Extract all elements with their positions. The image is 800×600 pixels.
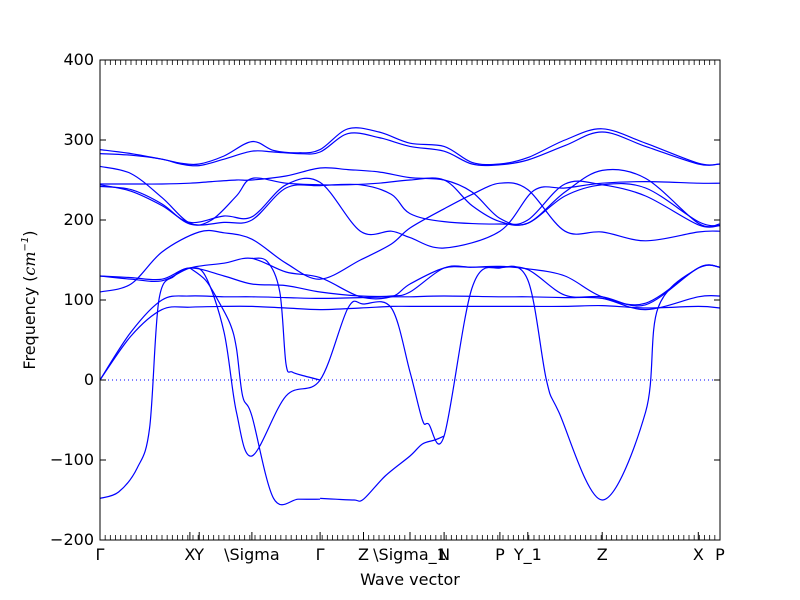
y-tick-label: 0 bbox=[84, 370, 94, 389]
y-tick-label: 200 bbox=[63, 210, 94, 229]
y-tick-label: 300 bbox=[63, 130, 94, 149]
x-tick-label: X bbox=[693, 545, 704, 564]
x-tick-label: P bbox=[715, 545, 725, 564]
x-axis-label: Wave vector bbox=[360, 570, 460, 589]
band-line-12 bbox=[100, 264, 720, 501]
x-tick-label: \Sigma bbox=[224, 545, 280, 564]
y-axis-label: Frequency (cm−1) bbox=[20, 230, 39, 369]
band-line-6 bbox=[100, 177, 720, 249]
y-tick-label: −200 bbox=[50, 530, 94, 549]
y-tick-label: −100 bbox=[50, 450, 94, 469]
y-axis-label-close: ) bbox=[20, 230, 39, 236]
x-tick-label: Y bbox=[193, 545, 204, 564]
plot-area bbox=[100, 127, 720, 506]
x-tick-label: Y_1 bbox=[513, 545, 542, 565]
y-axis-label-unit: cm bbox=[20, 251, 39, 275]
band-line-11 bbox=[100, 304, 720, 381]
x-tick-label: Γ bbox=[316, 545, 325, 564]
band-line-3 bbox=[100, 167, 720, 228]
band-line-7 bbox=[100, 182, 720, 293]
y-tick-label: 400 bbox=[63, 50, 94, 69]
tick-marks bbox=[99, 59, 721, 541]
x-tick-label: P bbox=[495, 545, 505, 564]
band-line-5 bbox=[100, 180, 720, 228]
band-line-2 bbox=[100, 131, 720, 167]
band-line-13 bbox=[189, 267, 321, 506]
y-tick-label: 100 bbox=[63, 290, 94, 309]
y-axis-label-main: Frequency ( bbox=[20, 276, 39, 370]
band-line-10 bbox=[100, 294, 720, 381]
band-line-15 bbox=[320, 435, 445, 502]
y-axis-label-exp: −1 bbox=[20, 237, 31, 252]
band-line-14 bbox=[251, 257, 321, 381]
x-tick-label: \Sigma_1 bbox=[373, 545, 447, 565]
x-tick-label: N bbox=[438, 545, 450, 564]
x-tick-label: X bbox=[184, 545, 195, 564]
band-line-1 bbox=[100, 127, 720, 166]
x-tick-label: Z bbox=[358, 545, 369, 564]
x-tick-label: Z bbox=[597, 545, 608, 564]
x-tick-label: Γ bbox=[96, 545, 105, 564]
